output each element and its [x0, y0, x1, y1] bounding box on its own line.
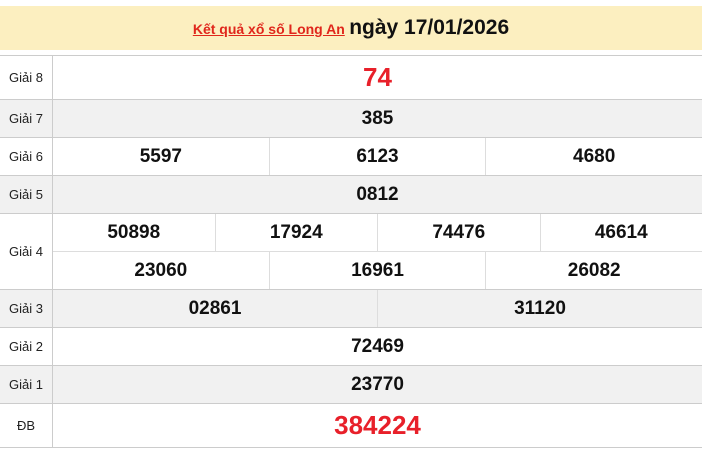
prize-label: Giải 2: [0, 328, 53, 365]
prize-number: 46614: [539, 214, 703, 251]
prize-number: 17924: [214, 214, 378, 251]
prize-number: 72469: [351, 335, 404, 357]
draw-date: ngày 17/01/2026: [349, 16, 510, 39]
prize-label: Giải 8: [0, 56, 53, 99]
prize-label: Giải 5: [0, 176, 53, 213]
results-table: Giải 8 74 Giải 7 385 Giải 6 5597 6123 46…: [0, 55, 702, 448]
prize-number: 31120: [377, 290, 702, 327]
prize-label: Giải 6: [0, 138, 53, 175]
prize-label: Giải 1: [0, 366, 53, 403]
row-giai-1: Giải 1 23770: [0, 366, 702, 404]
prize-number: 385: [361, 107, 394, 129]
row-giai-4: Giải 4 50898 17924 74476 46614 23060 169…: [0, 214, 702, 290]
prize-number: 16961: [268, 252, 486, 289]
row-giai-6: Giải 6 5597 6123 4680: [0, 138, 702, 176]
row-giai-5: Giải 5 0812: [0, 176, 702, 214]
row-special-prize: ĐB 384224: [0, 404, 702, 448]
prize-number: 74476: [377, 214, 540, 251]
long-an-results-link[interactable]: Kết quả xổ số Long An: [192, 21, 345, 37]
prize-number: 02861: [188, 297, 242, 319]
row-giai-2: Giải 2 72469: [0, 328, 702, 366]
results-header: Kết quả xổ số Long An ngày 17/01/2026: [0, 6, 702, 50]
prize-number: 0812: [356, 183, 399, 205]
row-giai-8: Giải 8 74: [0, 56, 702, 100]
prize-number: 5597: [139, 145, 182, 167]
prize-label: Giải 7: [0, 100, 53, 137]
prize-number: 23770: [351, 373, 404, 395]
prize-number: 26082: [485, 252, 702, 289]
prize-label: ĐB: [0, 404, 53, 447]
prize-label: Giải 4: [0, 214, 53, 289]
prize-number: 6123: [268, 138, 486, 175]
prize-number: 50898: [107, 221, 161, 243]
prize-label: Giải 3: [0, 290, 53, 327]
prize-number: 4680: [485, 138, 702, 175]
prize-number: 23060: [134, 259, 188, 281]
row-giai-7: Giải 7 385: [0, 100, 702, 138]
prize-number: 74: [363, 62, 392, 92]
row-giai-3: Giải 3 02861 31120: [0, 290, 702, 328]
special-prize-number: 384224: [334, 410, 421, 440]
